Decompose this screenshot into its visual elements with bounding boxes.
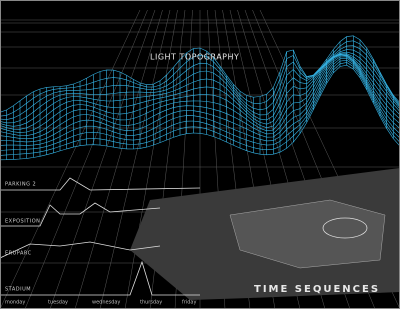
day-label: monday — [5, 300, 25, 306]
day-label: thursday — [140, 300, 162, 306]
day-label: wednesday — [92, 300, 120, 306]
sequence-label: ERUPARC — [5, 251, 32, 257]
caption: TIME SEQUENCES — [254, 284, 380, 295]
sequence-label: PARKING 2 — [5, 182, 36, 188]
title: LIGHT TOPOGRAPHY — [150, 53, 239, 62]
sequence-label: STADIUM — [5, 287, 31, 293]
sequence-label: EXPOSITION — [5, 219, 40, 225]
day-label: tuesday — [48, 300, 68, 306]
day-label: friday — [182, 300, 196, 306]
page: {"title": "LIGHT TOPOGRAPHY", "caption":… — [0, 0, 400, 309]
visualization: LIGHT TOPOGRAPHY TIME SEQUENCES PARKING … — [0, 0, 400, 309]
